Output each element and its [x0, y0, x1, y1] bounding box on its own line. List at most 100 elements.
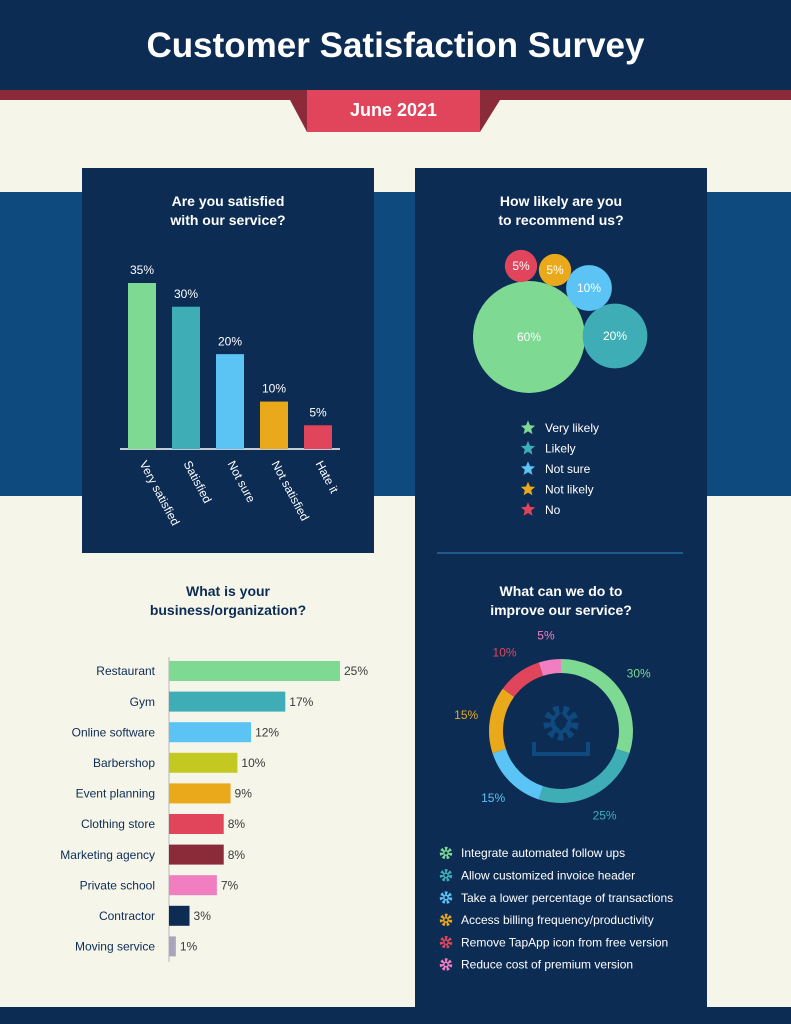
legend-icon: [443, 916, 449, 923]
value-label: 10%: [493, 646, 517, 660]
header: [0, 0, 791, 90]
value-label: 30%: [174, 287, 198, 301]
bar: [169, 814, 224, 834]
legend-label: Take a lower percentage of transactions: [461, 891, 673, 905]
value-label: 9%: [235, 787, 253, 801]
legend-label: Access billing frequency/productivity: [461, 913, 654, 927]
page-title: Customer Satisfaction Survey: [146, 26, 645, 65]
chart-title: What can we do to improve our service?: [490, 583, 632, 618]
value-label: 12%: [255, 725, 279, 739]
donut-segment: [538, 748, 630, 803]
value-label: 30%: [627, 667, 651, 681]
legend-label: Very likely: [545, 421, 599, 435]
value-label: 60%: [517, 330, 541, 344]
chart-title: How likely are you to recommend us?: [498, 193, 624, 228]
bar: [128, 283, 156, 449]
value-label: 20%: [218, 334, 242, 348]
legend-icon: [520, 420, 536, 435]
value-label: 10%: [262, 382, 286, 396]
legend-label: Likely: [545, 442, 576, 456]
value-label: 5%: [546, 263, 564, 277]
legend-icon: [520, 481, 536, 496]
donut-segment: [560, 659, 633, 754]
bar: [169, 752, 238, 773]
legend-label: Reduce cost of premium version: [461, 958, 633, 972]
ribbon-fold: [480, 100, 500, 132]
bar: [169, 661, 340, 681]
footer: [0, 1007, 791, 1024]
y-tick-label: Gym: [130, 695, 155, 709]
y-tick-label: Clothing store: [81, 817, 155, 831]
legend-icon: [439, 958, 453, 971]
bubble: [473, 281, 585, 393]
bar: [169, 783, 231, 804]
legend-icon: [520, 461, 536, 475]
legend-icon: [443, 872, 449, 879]
ribbon: [307, 90, 480, 132]
bar: [169, 875, 217, 896]
value-label: 35%: [130, 263, 154, 277]
legend-icon: [443, 939, 449, 946]
bar: [172, 306, 200, 449]
value-label: 5%: [537, 628, 555, 642]
value-label: 25%: [344, 664, 368, 678]
bar: [169, 936, 176, 957]
donut-segment: [492, 748, 544, 800]
donut-segment: [489, 688, 515, 754]
y-tick-label: Online software: [72, 725, 156, 739]
chart-title: What is your business/organization?: [149, 583, 307, 618]
y-tick-label: Private school: [80, 878, 155, 892]
y-tick-label: Marketing agency: [60, 848, 155, 862]
legend-icon: [443, 894, 449, 901]
chart-title: Are you satisfied with our service?: [170, 193, 286, 228]
page-subtitle: June 2021: [349, 100, 438, 120]
legend-label: Not sure: [545, 462, 591, 476]
legend-icon: [520, 502, 536, 516]
value-label: 1%: [180, 940, 198, 954]
value-label: 10%: [577, 281, 601, 295]
legend-icon: [520, 440, 536, 455]
donut-segment: [538, 659, 562, 676]
value-label: 7%: [221, 878, 239, 892]
value-label: 10%: [241, 756, 265, 770]
legend-icon: [439, 935, 453, 949]
y-tick-label: Event planning: [76, 787, 155, 801]
improve-icon: [532, 705, 590, 756]
bar: [169, 722, 252, 743]
legend-icon: [439, 869, 453, 882]
legend-icon: [439, 891, 453, 904]
value-label: 5%: [512, 259, 530, 273]
bubble: [582, 303, 648, 369]
bar: [169, 844, 224, 865]
ribbon-fold: [290, 100, 307, 132]
value-label: 8%: [228, 817, 246, 831]
value-label: 3%: [194, 909, 212, 923]
legend-icon: [443, 850, 449, 856]
bubble: [538, 253, 572, 287]
y-tick-label: Moving service: [75, 940, 155, 954]
y-tick-label: Barbershop: [93, 756, 155, 770]
bar: [260, 401, 288, 449]
value-label: 25%: [593, 809, 617, 823]
value-label: 8%: [228, 848, 246, 862]
bar: [169, 905, 190, 926]
legend-icon: [439, 846, 453, 860]
value-label: 15%: [481, 791, 505, 805]
legend-label: Integrate automated follow ups: [461, 846, 625, 860]
bar: [216, 354, 244, 449]
y-tick-label: Contractor: [99, 909, 155, 923]
value-label: 15%: [454, 708, 478, 722]
legend-label: Allow customized invoice header: [461, 868, 635, 882]
value-label: 17%: [289, 695, 313, 709]
value-label: 5%: [309, 405, 327, 419]
bubble: [504, 249, 538, 283]
donut-segment: [502, 662, 544, 698]
bar: [304, 425, 332, 449]
bar: [169, 691, 286, 712]
y-tick-label: Restaurant: [96, 664, 155, 678]
legend-label: Remove TapApp icon from free version: [461, 935, 668, 949]
legend-label: Not likely: [545, 482, 594, 496]
legend-icon: [439, 913, 453, 927]
